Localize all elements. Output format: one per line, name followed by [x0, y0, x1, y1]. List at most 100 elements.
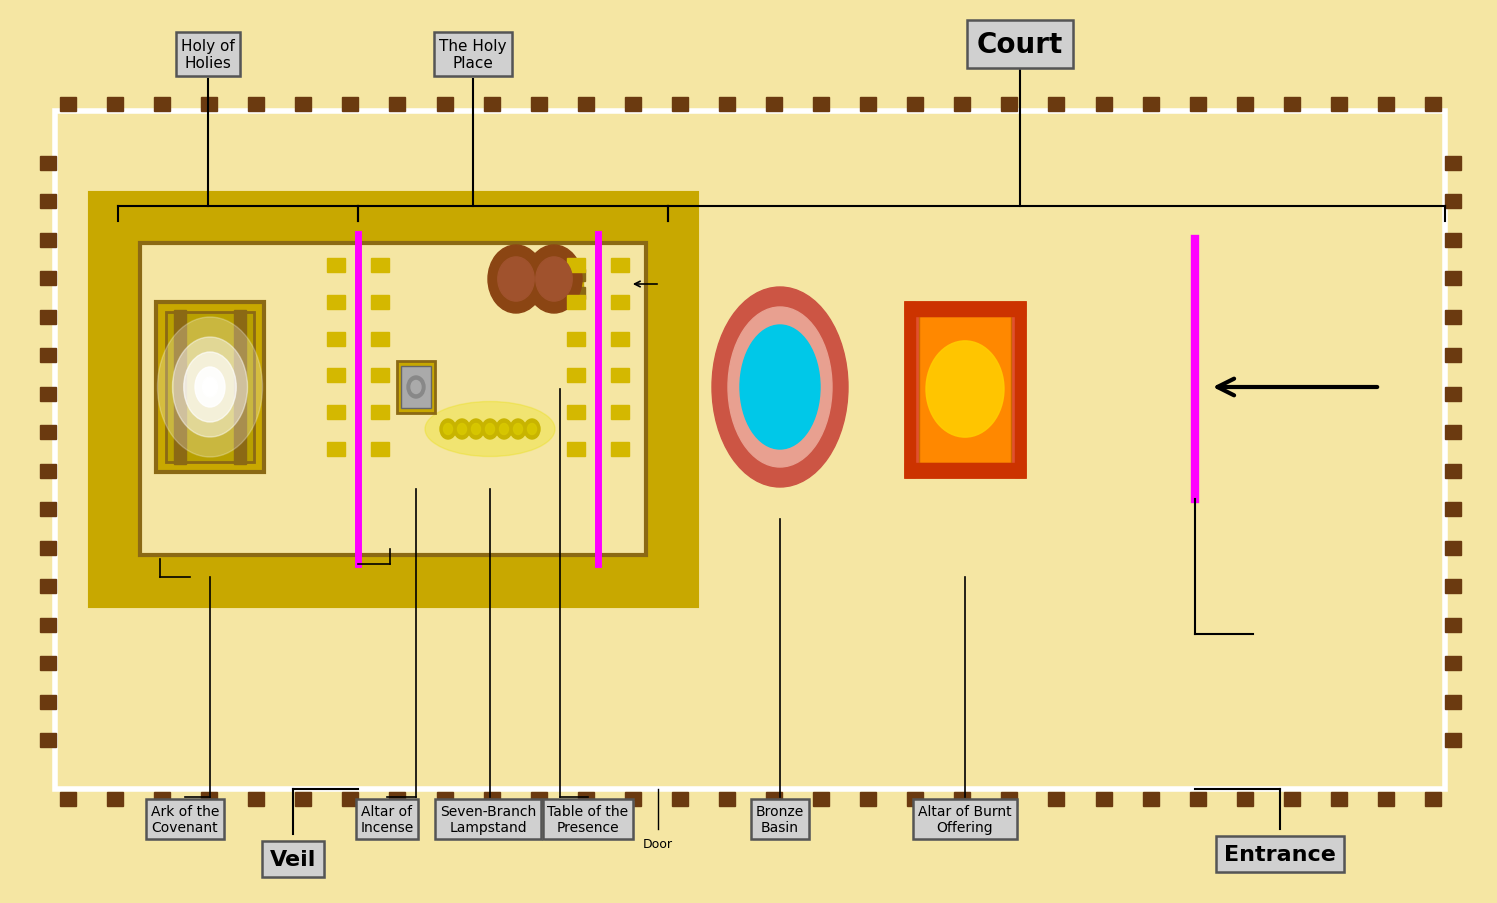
Bar [154, 792, 171, 806]
Bar [40, 195, 55, 209]
Bar [766, 792, 781, 806]
Bar [578, 98, 594, 112]
Bar [484, 98, 500, 112]
Text: Court: Court [979, 33, 1066, 61]
Bar [1331, 792, 1347, 806]
Bar [906, 303, 915, 477]
Bar [611, 332, 629, 347]
Text: Ark of the
Covenant: Ark of the Covenant [153, 806, 222, 836]
Bar [672, 98, 689, 112]
Bar [611, 368, 629, 383]
Bar [389, 98, 406, 112]
Ellipse shape [485, 424, 494, 435]
Bar [1001, 792, 1018, 806]
Bar [1237, 792, 1253, 806]
Bar [496, 270, 585, 282]
Bar [611, 295, 629, 310]
Bar [1142, 98, 1159, 112]
Bar [813, 792, 829, 806]
Bar [906, 463, 1025, 477]
Ellipse shape [440, 420, 457, 440]
Bar [484, 792, 500, 806]
Ellipse shape [500, 424, 509, 435]
Bar [624, 792, 641, 806]
Bar [295, 792, 311, 806]
Bar [371, 368, 389, 383]
FancyBboxPatch shape [919, 316, 1010, 463]
Bar [40, 272, 55, 286]
Bar [611, 259, 629, 273]
Ellipse shape [713, 288, 847, 488]
Bar [343, 98, 358, 112]
Text: Altar of Burnt
Offering: Altar of Burnt Offering [918, 804, 1012, 834]
FancyBboxPatch shape [166, 312, 254, 462]
Bar [1445, 311, 1461, 324]
Bar [1445, 425, 1461, 440]
Text: Seven-Branch
Lampstand: Seven-Branch Lampstand [440, 804, 536, 834]
Bar [1001, 98, 1018, 112]
FancyBboxPatch shape [141, 244, 647, 555]
Text: Ark of the
Covenant: Ark of the Covenant [151, 804, 219, 834]
Bar [1190, 98, 1205, 112]
Bar [108, 792, 123, 806]
Bar [40, 349, 55, 363]
Ellipse shape [513, 424, 522, 435]
Bar [624, 98, 641, 112]
Bar [1445, 349, 1461, 363]
Bar [567, 442, 585, 457]
Bar [1445, 464, 1461, 479]
Ellipse shape [496, 420, 512, 440]
Bar [326, 259, 344, 273]
Bar [40, 233, 55, 247]
Bar [249, 98, 265, 112]
Bar [861, 792, 876, 806]
Bar [1445, 233, 1461, 247]
Bar [201, 792, 217, 806]
Bar [1445, 580, 1461, 593]
Bar [1445, 541, 1461, 555]
Bar [40, 733, 55, 748]
Bar [234, 311, 246, 464]
Bar [906, 303, 1025, 316]
Bar [371, 295, 389, 310]
Bar [1445, 156, 1461, 171]
Bar [954, 98, 970, 112]
Ellipse shape [482, 420, 499, 440]
Bar [567, 368, 585, 383]
Bar [40, 425, 55, 440]
Bar [1445, 733, 1461, 748]
Bar [437, 98, 452, 112]
Bar [371, 405, 389, 420]
Text: Entrance: Entrance [1226, 846, 1338, 866]
Ellipse shape [510, 420, 525, 440]
Ellipse shape [472, 424, 481, 435]
Bar [343, 792, 358, 806]
Bar [40, 464, 55, 479]
Ellipse shape [157, 318, 262, 458]
Bar [1425, 98, 1442, 112]
Bar [813, 98, 829, 112]
Bar [719, 792, 735, 806]
Bar [497, 282, 582, 288]
Text: Table of the
Presence: Table of the Presence [548, 804, 629, 834]
Bar [40, 695, 55, 709]
Bar [567, 295, 585, 310]
Bar [174, 311, 186, 464]
Text: Seven-Branch
Lampstand: Seven-Branch Lampstand [442, 806, 537, 836]
Ellipse shape [407, 377, 425, 398]
Bar [40, 656, 55, 671]
Bar [1377, 98, 1394, 112]
FancyBboxPatch shape [906, 303, 1025, 477]
Bar [1445, 619, 1461, 632]
Bar [371, 259, 389, 273]
Bar [154, 98, 171, 112]
Ellipse shape [536, 257, 572, 302]
Bar [1237, 98, 1253, 112]
Bar [567, 259, 585, 273]
Ellipse shape [488, 246, 543, 313]
Ellipse shape [927, 341, 1004, 438]
Bar [108, 98, 123, 112]
Text: Door: Door [644, 838, 674, 851]
Bar [1142, 792, 1159, 806]
Bar [371, 332, 389, 347]
